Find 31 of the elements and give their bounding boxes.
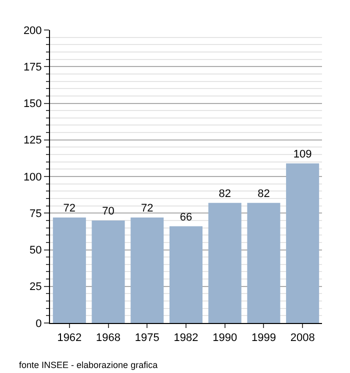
y-tick-label: 50 (30, 244, 42, 257)
data-label: 82 (258, 188, 270, 200)
bar (286, 163, 320, 323)
bar (52, 218, 86, 323)
bar (208, 202, 242, 323)
y-tick-label: 0 (36, 318, 42, 330)
y-tick-label: 150 (23, 98, 42, 110)
data-label: 72 (141, 202, 154, 215)
y-tick-label: 100 (23, 171, 42, 184)
y-tick-label: 25 (30, 281, 42, 294)
bar (92, 220, 125, 323)
x-tick-label: 1999 (251, 332, 276, 344)
x-tick-label: 1982 (174, 332, 198, 344)
bar (130, 218, 164, 323)
x-tick-label: 2008 (290, 332, 315, 344)
data-label: 82 (218, 188, 231, 200)
bar (247, 202, 280, 323)
bar (169, 226, 203, 323)
x-tick-label: 1990 (212, 332, 238, 344)
x-tick-label: 1962 (57, 332, 82, 344)
y-tick-label: 200 (23, 24, 42, 37)
x-tick-label: 1975 (134, 332, 160, 344)
x-tick-label: 1968 (96, 332, 121, 344)
data-label: 72 (63, 202, 76, 215)
data-label: 70 (102, 205, 114, 218)
y-tick-label: 125 (23, 134, 42, 147)
y-tick-label: 75 (30, 208, 42, 220)
y-tick-label: 175 (23, 61, 42, 74)
data-label: 109 (293, 148, 312, 160)
data-label: 66 (180, 211, 192, 224)
source-note: fonte INSEE - elaborazione grafica (19, 360, 158, 370)
